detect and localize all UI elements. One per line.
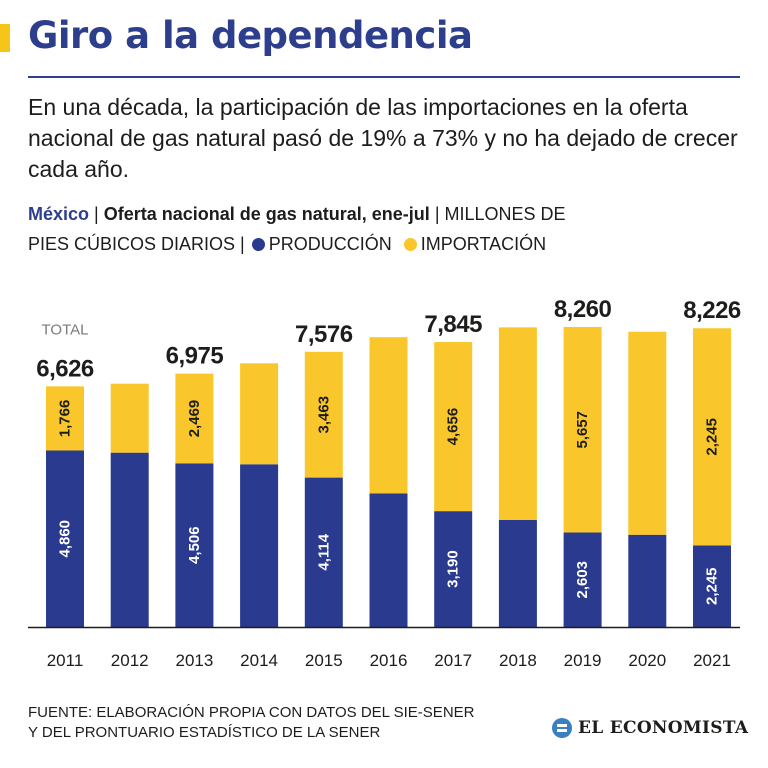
bar-imports-2013	[175, 373, 214, 464]
bar-production-2020	[628, 534, 667, 627]
bar-imports-2019	[563, 327, 602, 533]
data-label-imports: 5,657	[574, 411, 591, 449]
bar-production-2018	[498, 519, 537, 627]
bar-imports-2014	[240, 363, 279, 465]
data-label-total: 7,845	[424, 311, 482, 338]
chart-units-cont: PIES CÚBICOS DIARIOS	[28, 234, 236, 254]
bar-production-2012	[110, 452, 149, 627]
x-tick-label: 2016	[370, 651, 408, 670]
bar-production-2015	[304, 477, 343, 627]
legend-production-label: PRODUCCIÓN	[268, 234, 392, 254]
bar-production-2021	[693, 545, 731, 627]
data-label-production: 2,603	[574, 561, 591, 599]
legend-imports-label: IMPORTACIÓN	[420, 234, 547, 254]
data-label-total: 8,226	[683, 297, 741, 324]
separator: |	[235, 234, 250, 254]
x-tick-label: 2018	[499, 651, 537, 670]
chart-units: MILLONES DE	[444, 204, 566, 224]
bar-production-2011	[46, 450, 84, 627]
bar-imports-2018	[498, 327, 537, 520]
data-label-production: 2,245	[704, 567, 721, 605]
bar-production-2016	[369, 493, 408, 627]
title-accent-bar	[0, 24, 10, 52]
separator: |	[89, 204, 104, 224]
bar-production-2019	[563, 532, 602, 627]
data-label-total: 6,975	[166, 343, 224, 370]
x-tick-label: 2017	[434, 651, 472, 670]
x-tick-label: 2020	[628, 651, 666, 670]
x-tick-label: 2012	[111, 651, 149, 670]
x-tick-label: 2011	[47, 651, 84, 670]
separator: |	[429, 204, 445, 224]
bar-imports-2021	[693, 328, 731, 546]
brand-logo-icon	[552, 718, 572, 738]
data-label-imports: 1,766	[57, 400, 74, 438]
brand-name: EL ECONOMISTA	[578, 718, 749, 738]
total-label: TOTAL	[42, 321, 89, 338]
stacked-bar-chart: 2011 4,860 1,766 6,626 TOTAL 2012 2013 4,506 2,4…	[28, 296, 741, 670]
legend-production-dot	[251, 238, 265, 251]
data-label-imports: 2,245	[704, 418, 721, 456]
data-label-imports: 3,463	[315, 396, 332, 434]
x-tick-label: 2015	[305, 651, 343, 670]
data-label-production: 3,190	[445, 550, 462, 588]
bar-production-2017	[434, 511, 473, 627]
brand: EL ECONOMISTA	[552, 718, 748, 738]
bar-imports-2011	[46, 386, 84, 451]
data-label-imports: 4,656	[445, 408, 462, 446]
data-label-total: 6,626	[36, 355, 94, 382]
legend-imports-dot	[403, 238, 417, 251]
x-tick-label: 2014	[240, 651, 278, 670]
data-label-total: 7,576	[295, 321, 353, 348]
data-label-production: 4,506	[186, 526, 203, 564]
bar-production-2013	[175, 463, 214, 627]
chart-series-title: Oferta nacional de gas natural, ene-jul	[103, 204, 430, 224]
x-tick-label: 2019	[564, 651, 602, 670]
page-title: Giro a la dependencia	[28, 14, 473, 57]
bar-production-2014	[240, 464, 279, 627]
chart-country: México	[28, 204, 90, 224]
chart-header-line-1: México | Oferta nacional de gas natural,…	[28, 199, 748, 229]
data-label-production: 4,114	[315, 533, 332, 570]
data-label-production: 4,860	[57, 520, 74, 558]
chart-header-line-2: PIES CÚBICOS DIARIOS | PRODUCCIÓN IMPORT…	[28, 229, 748, 259]
data-label-imports: 2,469	[186, 400, 203, 438]
bar-imports-2016	[369, 337, 408, 494]
subtitle: En una década, la participación de las i…	[28, 94, 738, 182]
data-label-total: 8,260	[554, 296, 612, 323]
x-tick-label: 2013	[175, 651, 213, 670]
source-line-1: FUENTE: ELABORACIÓN PROPIA CON DATOS DEL…	[28, 704, 475, 721]
source-note: FUENTE: ELABORACIÓN PROPIA CON DATOS DEL…	[28, 703, 474, 743]
x-tick-label: 2021	[693, 651, 731, 670]
bar-imports-2015	[304, 351, 343, 478]
bar-imports-2020	[628, 331, 667, 535]
source-line-2: Y DEL PRONTUARIO ESTADÍSTICO DE LA SENER	[28, 724, 381, 741]
bar-imports-2017	[434, 342, 473, 512]
title-divider	[28, 76, 740, 78]
bar-imports-2012	[110, 383, 149, 453]
